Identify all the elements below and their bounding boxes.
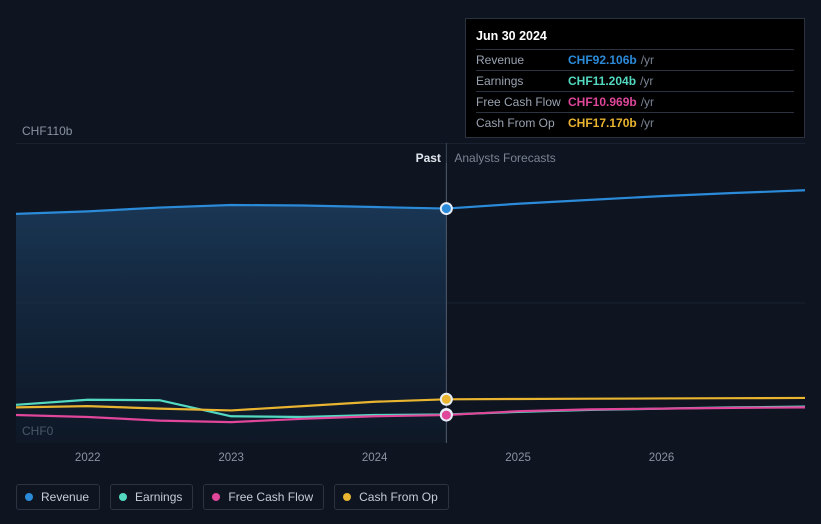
legend-dot-icon — [343, 493, 351, 501]
tooltip-date: Jun 30 2024 — [476, 25, 794, 49]
tooltip-value: CHF92.106b — [568, 53, 637, 67]
x-axis-tick-label: 2022 — [75, 452, 101, 464]
legend-dot-icon — [212, 493, 220, 501]
financial-forecast-chart: Jun 30 2024 Revenue CHF92.106b /yr Earni… — [16, 0, 805, 524]
x-axis-tick-label: 2026 — [649, 452, 675, 464]
chart-svg — [16, 143, 805, 443]
legend-label: Revenue — [41, 490, 89, 504]
legend-item-earnings[interactable]: Earnings — [110, 484, 193, 510]
legend-label: Earnings — [135, 490, 182, 504]
x-axis-tick-label: 2025 — [505, 452, 531, 464]
tooltip-label: Revenue — [476, 53, 568, 67]
tooltip-row-revenue: Revenue CHF92.106b /yr — [476, 49, 794, 70]
x-axis-labels: 2022 2023 2024 2025 2026 — [16, 452, 805, 470]
tooltip-value: CHF10.969b — [568, 95, 637, 109]
legend-label: Cash From Op — [359, 490, 438, 504]
legend-label: Free Cash Flow — [228, 490, 313, 504]
legend-dot-icon — [25, 493, 33, 501]
tooltip-suffix: /yr — [640, 74, 653, 88]
chart-tooltip: Jun 30 2024 Revenue CHF92.106b /yr Earni… — [465, 18, 805, 138]
plot-area[interactable]: Past Analysts Forecasts — [16, 143, 805, 443]
tooltip-row-cashop: Cash From Op CHF17.170b /yr — [476, 112, 794, 133]
y-axis-label-top: CHF110b — [22, 124, 72, 138]
legend-dot-icon — [119, 493, 127, 501]
tooltip-row-earnings: Earnings CHF11.204b /yr — [476, 70, 794, 91]
legend-item-cash_from_op[interactable]: Cash From Op — [334, 484, 449, 510]
x-axis-tick-label: 2023 — [218, 452, 244, 464]
x-axis-tick-label: 2024 — [362, 452, 388, 464]
tooltip-suffix: /yr — [641, 53, 654, 67]
tooltip-suffix: /yr — [641, 116, 654, 130]
tooltip-value: CHF11.204b — [568, 74, 636, 88]
tooltip-label: Earnings — [476, 74, 568, 88]
forecast-section-label: Analysts Forecasts — [454, 151, 555, 165]
tooltip-row-fcf: Free Cash Flow CHF10.969b /yr — [476, 91, 794, 112]
past-section-label: Past — [416, 151, 441, 165]
tooltip-label: Cash From Op — [476, 116, 568, 130]
tooltip-value: CHF17.170b — [568, 116, 637, 130]
tooltip-label: Free Cash Flow — [476, 95, 568, 109]
chart-legend: Revenue Earnings Free Cash Flow Cash From O… — [16, 484, 449, 510]
legend-item-fcf[interactable]: Free Cash Flow — [203, 484, 324, 510]
tooltip-suffix: /yr — [641, 95, 654, 109]
legend-item-revenue[interactable]: Revenue — [16, 484, 100, 510]
